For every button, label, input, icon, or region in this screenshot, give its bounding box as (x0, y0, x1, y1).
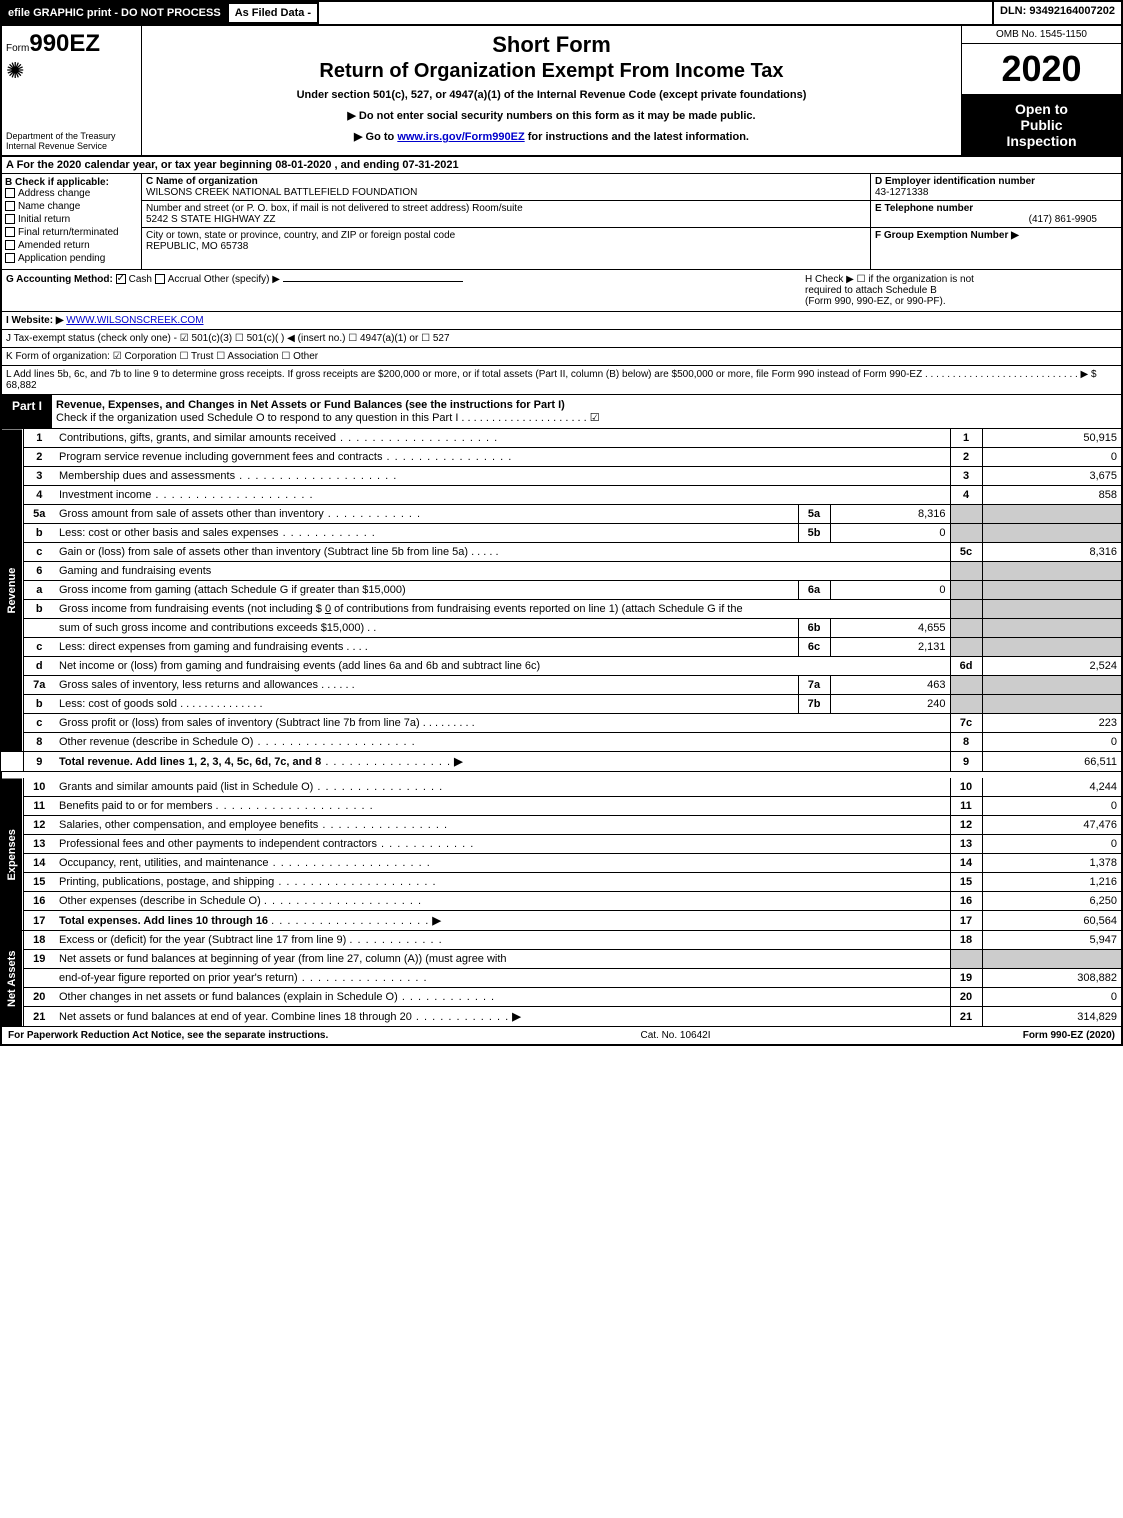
cb-amended-return[interactable]: Amended return (5, 240, 138, 251)
arrow-line-1: ▶ Do not enter social security numbers o… (148, 109, 955, 122)
cb-final-return[interactable]: Final return/terminated (5, 227, 138, 238)
block-de: D Employer identification number 43-1271… (871, 174, 1121, 269)
line-6: 6 Gaming and fundraising events (1, 562, 1122, 581)
line-4: 4 Investment income 4 858 (1, 486, 1122, 505)
section-a: A For the 2020 calendar year, or tax yea… (0, 157, 1123, 174)
main-table: Revenue 1 Contributions, gifts, grants, … (0, 429, 1123, 1027)
block-e: E Telephone number (417) 861-9905 (871, 201, 1121, 228)
block-c-city: City or town, state or province, country… (142, 228, 870, 254)
as-filed-label: As Filed Data - (227, 2, 319, 24)
row-l: L Add lines 5b, 6c, and 7b to line 9 to … (0, 366, 1123, 395)
header-left: Form990EZ ✺ Department of the Treasury I… (2, 26, 142, 155)
block-h: H Check ▶ ☐ if the organization is not r… (801, 270, 1121, 311)
line-21: 21 Net assets or fund balances at end of… (1, 1007, 1122, 1027)
line-18: Net Assets 18 Excess or (deficit) for th… (1, 931, 1122, 950)
part-1-header: Part I Revenue, Expenses, and Changes in… (0, 395, 1123, 429)
line-7c: c Gross profit or (loss) from sales of i… (1, 714, 1122, 733)
subtitle: Under section 501(c), 527, or 4947(a)(1)… (148, 89, 955, 101)
block-c-name: C Name of organization WILSONS CREEK NAT… (142, 174, 870, 201)
form-number: 990EZ (29, 30, 100, 57)
line-7b: b Less: cost of goods sold . . . . . . .… (1, 695, 1122, 714)
open-public-badge: Open to Public Inspection (962, 95, 1121, 155)
dln-label: DLN: 93492164007202 (992, 2, 1121, 24)
cb-application-pending[interactable]: Application pending (5, 253, 138, 264)
side-netassets: Net Assets (1, 931, 23, 1027)
line-6a: a Gross income from gaming (attach Sched… (1, 581, 1122, 600)
top-bar-spacer (319, 2, 992, 24)
row-k: K Form of organization: ☑ Corporation ☐ … (0, 348, 1123, 366)
line-1: Revenue 1 Contributions, gifts, grants, … (1, 429, 1122, 448)
return-title: Return of Organization Exempt From Incom… (148, 60, 955, 83)
line-6b-2: sum of such gross income and contributio… (1, 619, 1122, 638)
footer-right: Form 990-EZ (2020) (1023, 1030, 1115, 1041)
line-19-2: end-of-year figure reported on prior yea… (1, 969, 1122, 988)
line-7a: 7a Gross sales of inventory, less return… (1, 676, 1122, 695)
line-19-1: 19 Net assets or fund balances at beginn… (1, 950, 1122, 969)
arrow-line-2: ▶ Go to www.irs.gov/Form990EZ for instru… (148, 130, 955, 143)
irs-seal-icon: ✺ (6, 58, 137, 84)
line-3: 3 Membership dues and assessments 3 3,67… (1, 467, 1122, 486)
page-footer: For Paperwork Reduction Act Notice, see … (0, 1027, 1123, 1046)
line-14: 14 Occupancy, rent, utilities, and maint… (1, 854, 1122, 873)
tax-year: 2020 (962, 44, 1121, 95)
line-10: Expenses 10 Grants and similar amounts p… (1, 778, 1122, 797)
line-16: 16 Other expenses (describe in Schedule … (1, 892, 1122, 911)
row-j: J Tax-exempt status (check only one) - ☑… (0, 330, 1123, 348)
line-6b-1: b Gross income from fundraising events (… (1, 600, 1122, 619)
row-i: I Website: ▶ WWW.WILSONSCREEK.COM (0, 312, 1123, 330)
cb-address-change[interactable]: Address change (5, 188, 138, 199)
line-2: 2 Program service revenue including gove… (1, 448, 1122, 467)
top-bar: efile GRAPHIC print - DO NOT PROCESS As … (0, 0, 1123, 26)
line-5c: c Gain or (loss) from sale of assets oth… (1, 543, 1122, 562)
block-f: F Group Exemption Number ▶ (871, 228, 1121, 243)
part-1-title: Revenue, Expenses, and Changes in Net As… (52, 395, 1121, 428)
form-header: Form990EZ ✺ Department of the Treasury I… (0, 26, 1123, 157)
block-c: C Name of organization WILSONS CREEK NAT… (142, 174, 871, 269)
line-8: 8 Other revenue (describe in Schedule O)… (1, 733, 1122, 752)
block-d: D Employer identification number 43-1271… (871, 174, 1121, 201)
block-bc-row: B Check if applicable: Address change Na… (0, 174, 1123, 270)
short-form-title: Short Form (148, 32, 955, 58)
header-center: Short Form Return of Organization Exempt… (142, 26, 961, 155)
footer-mid: Cat. No. 10642I (640, 1030, 710, 1041)
line-5b: b Less: cost or other basis and sales ex… (1, 524, 1122, 543)
line-6c: c Less: direct expenses from gaming and … (1, 638, 1122, 657)
line-17: 17 Total expenses. Add lines 10 through … (1, 911, 1122, 931)
website-link[interactable]: WWW.WILSONSCREEK.COM (66, 315, 203, 326)
cb-name-change[interactable]: Name change (5, 201, 138, 212)
side-revenue: Revenue (1, 429, 23, 752)
line-5a: 5a Gross amount from sale of assets othe… (1, 505, 1122, 524)
row-gh: G Accounting Method: Cash Accrual Other … (0, 270, 1123, 312)
form-prefix: Form (6, 43, 29, 54)
block-b: B Check if applicable: Address change Na… (2, 174, 142, 269)
omb-number: OMB No. 1545-1150 (962, 26, 1121, 44)
dept-treasury: Department of the Treasury Internal Reve… (6, 131, 137, 151)
cb-cash[interactable] (116, 274, 126, 284)
line-15: 15 Printing, publications, postage, and … (1, 873, 1122, 892)
line-6d: d Net income or (loss) from gaming and f… (1, 657, 1122, 676)
header-right: OMB No. 1545-1150 2020 Open to Public In… (961, 26, 1121, 155)
irs-link[interactable]: www.irs.gov/Form990EZ (397, 131, 524, 143)
line-12: 12 Salaries, other compensation, and emp… (1, 816, 1122, 835)
block-g: G Accounting Method: Cash Accrual Other … (2, 270, 801, 311)
cb-initial-return[interactable]: Initial return (5, 214, 138, 225)
block-c-street: Number and street (or P. O. box, if mail… (142, 201, 870, 228)
cb-accrual[interactable] (155, 274, 165, 284)
line-13: 13 Professional fees and other payments … (1, 835, 1122, 854)
footer-left: For Paperwork Reduction Act Notice, see … (8, 1030, 328, 1041)
block-b-title: B Check if applicable: (5, 177, 138, 188)
line-11: 11 Benefits paid to or for members 11 0 (1, 797, 1122, 816)
part-1-label: Part I (2, 395, 52, 428)
efile-label: efile GRAPHIC print - DO NOT PROCESS (2, 2, 227, 24)
side-expenses: Expenses (1, 778, 23, 931)
line-20: 20 Other changes in net assets or fund b… (1, 988, 1122, 1007)
line-9: 9 Total revenue. Add lines 1, 2, 3, 4, 5… (1, 752, 1122, 772)
